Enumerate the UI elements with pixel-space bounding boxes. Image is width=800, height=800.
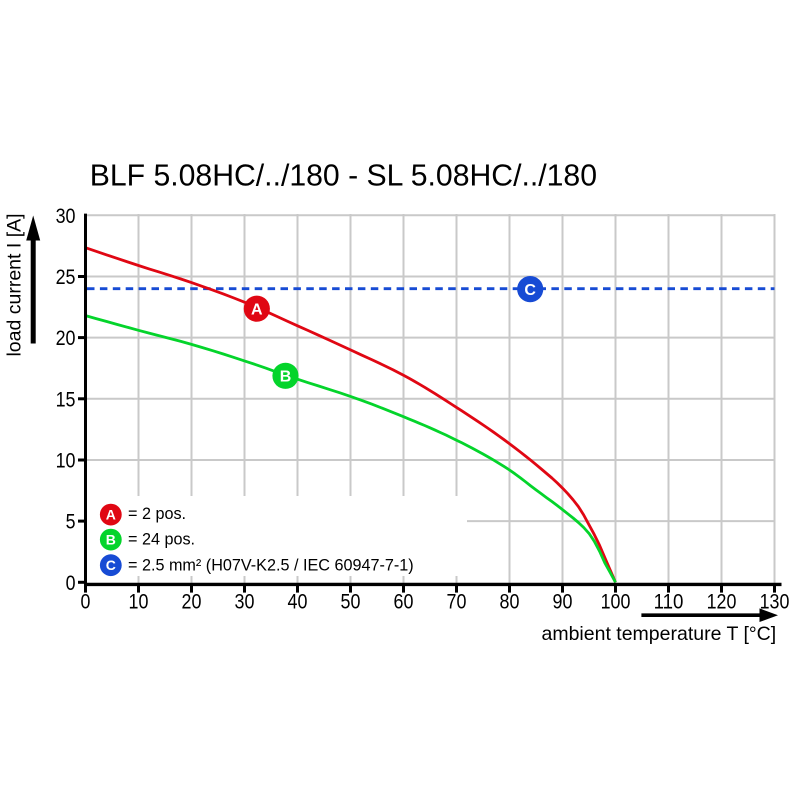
- svg-text:A: A: [251, 301, 263, 318]
- svg-text:A: A: [106, 507, 116, 523]
- svg-text:20: 20: [56, 327, 76, 350]
- svg-text:0: 0: [66, 572, 76, 595]
- svg-text:15: 15: [56, 388, 76, 411]
- svg-text:110: 110: [654, 591, 684, 614]
- svg-text:ambient temperature T [°C]: ambient temperature T [°C]: [542, 623, 777, 645]
- svg-text:30: 30: [235, 591, 255, 614]
- svg-text:50: 50: [341, 591, 361, 614]
- svg-text:= 24 pos.: = 24 pos.: [128, 531, 195, 549]
- svg-text:30: 30: [56, 205, 76, 228]
- svg-text:B: B: [280, 369, 292, 386]
- svg-text:25: 25: [56, 266, 76, 289]
- svg-text:C: C: [524, 282, 536, 299]
- svg-text:= 2 pos.: = 2 pos.: [128, 505, 186, 523]
- svg-text:90: 90: [553, 591, 573, 614]
- svg-text:100: 100: [601, 591, 631, 614]
- svg-text:10: 10: [129, 591, 149, 614]
- svg-text:5: 5: [66, 511, 76, 534]
- svg-text:40: 40: [288, 591, 308, 614]
- svg-text:BLF 5.08HC/../180 - SL 5.08HC/: BLF 5.08HC/../180 - SL 5.08HC/../180: [90, 160, 597, 193]
- svg-text:10: 10: [56, 450, 76, 473]
- svg-text:C: C: [106, 557, 116, 573]
- svg-text:80: 80: [500, 591, 520, 614]
- svg-text:load current I [A]: load current I [A]: [4, 213, 26, 356]
- svg-text:B: B: [106, 532, 116, 548]
- svg-text:120: 120: [707, 591, 737, 614]
- svg-text:70: 70: [447, 591, 467, 614]
- svg-text:0: 0: [81, 591, 91, 614]
- svg-text:20: 20: [182, 591, 202, 614]
- svg-text:130: 130: [760, 591, 790, 614]
- svg-text:60: 60: [394, 591, 414, 614]
- svg-text:= 2.5 mm² (H07V-K2.5 / IEC 609: = 2.5 mm² (H07V-K2.5 / IEC 60947-7-1): [128, 556, 414, 574]
